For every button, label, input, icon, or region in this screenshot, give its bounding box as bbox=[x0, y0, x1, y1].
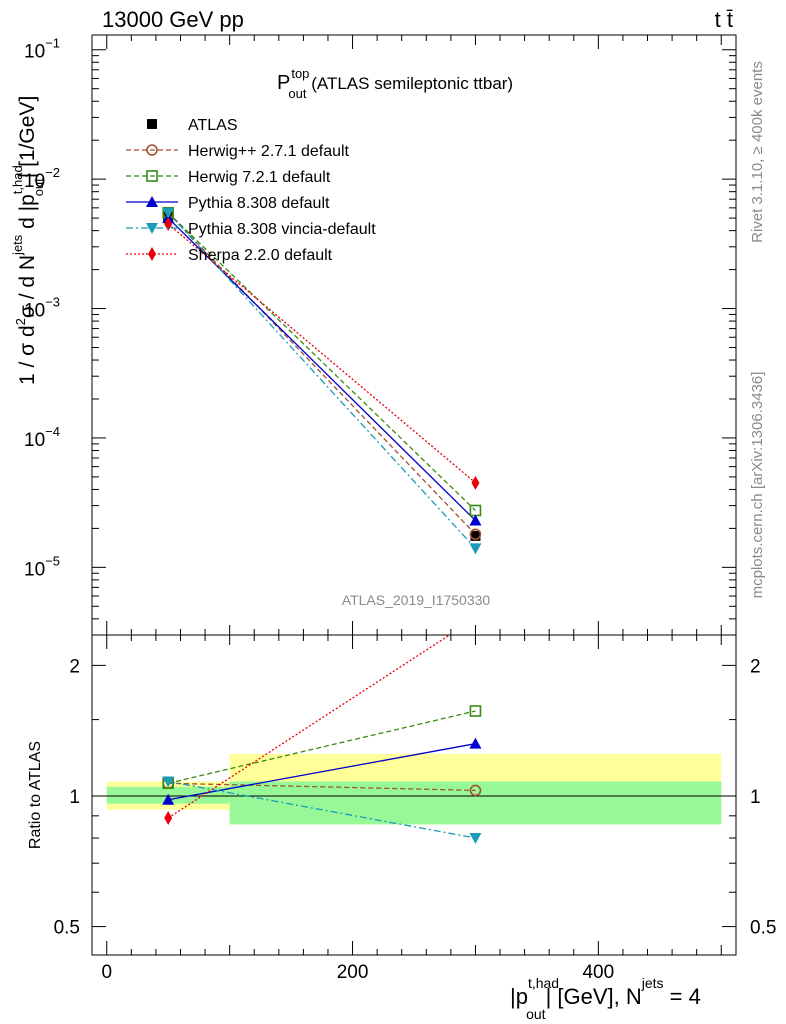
ratio-series bbox=[162, 611, 482, 845]
ratio-uncertainty-bands bbox=[106, 753, 722, 825]
ratio-y-tick-label-right: 0.5 bbox=[750, 918, 776, 939]
tick-exponent: −1 bbox=[45, 36, 60, 51]
x-tick-label: 0 bbox=[101, 962, 112, 983]
legend-entry: Pythia 8.308 vincia-default bbox=[126, 221, 376, 238]
tick-exponent: −5 bbox=[45, 553, 60, 568]
ratio-point bbox=[471, 611, 479, 625]
series-line bbox=[167, 212, 476, 535]
legend-label: Herwig++ 2.7.1 default bbox=[188, 143, 350, 160]
process-label: t t̄ bbox=[715, 7, 733, 32]
ratio-line bbox=[168, 710, 476, 784]
tick-exponent: −3 bbox=[45, 295, 60, 310]
ratio-point bbox=[469, 833, 482, 845]
collider-energy-label: 13000 GeV pp bbox=[102, 7, 244, 32]
title-p: P bbox=[277, 72, 290, 94]
legend-label: Herwig 7.2.1 default bbox=[188, 169, 331, 186]
tick-base: 10 bbox=[24, 301, 45, 322]
plot-title: Ptop out (ATLAS semileptonic ttbar) bbox=[277, 66, 513, 101]
title-rest: (ATLAS semileptonic ttbar) bbox=[307, 74, 514, 93]
ratio-point bbox=[162, 776, 175, 788]
ratio-point bbox=[164, 810, 173, 825]
legend-entry: Sherpa 2.2.0 default bbox=[126, 247, 333, 264]
legend-marker bbox=[147, 119, 157, 129]
ratio-panel: 0.5 0.5 1 1 2 2 0 200 400 Ratio to ATLAS |pt,had… bbox=[27, 611, 776, 1022]
data-point bbox=[471, 475, 480, 490]
main-y-tick-label: 10−2 bbox=[24, 165, 60, 192]
data-point bbox=[469, 514, 482, 526]
legend-marker bbox=[146, 170, 158, 182]
tick-exponent: −4 bbox=[45, 424, 60, 439]
series-markers-4 bbox=[162, 207, 482, 555]
mcplots-label: mcplots.cern.ch [arXiv:1306.3436] bbox=[749, 372, 766, 599]
series-4 bbox=[167, 212, 476, 549]
tick-base: 10 bbox=[24, 430, 45, 451]
legend: ATLAS Herwig++ 2.7.1 default Herwig 7.2.1 … bbox=[126, 117, 376, 264]
series-line bbox=[167, 212, 476, 511]
ratio-y-tick-label: 0.5 bbox=[54, 918, 80, 939]
legend-entry: Herwig 7.2.1 default bbox=[126, 169, 331, 186]
ratio-y-tick-label: 2 bbox=[69, 656, 80, 677]
main-y-tick-label: 10−5 bbox=[24, 553, 60, 580]
tick-base: 10 bbox=[24, 42, 45, 63]
tick-base: 10 bbox=[24, 171, 45, 192]
main-y-tick-label: 10−4 bbox=[24, 424, 60, 451]
ratio-y-tick-label-right: 1 bbox=[750, 787, 761, 808]
series-line bbox=[167, 212, 476, 549]
ratio-ticks: 0.5 0.5 1 1 2 2 0 200 400 bbox=[54, 635, 776, 983]
x-tick-label: 200 bbox=[337, 962, 369, 983]
series-line bbox=[167, 223, 476, 484]
main-ytick-labels: 10−510−410−310−210−1 bbox=[24, 36, 60, 581]
ratio-y-axis-title: Ratio to ATLAS bbox=[27, 741, 44, 849]
legend-marker bbox=[146, 223, 158, 234]
legend-marker bbox=[146, 144, 158, 156]
ratio-point bbox=[469, 705, 482, 717]
ratio-point bbox=[469, 784, 482, 797]
legend-label: Pythia 8.308 vincia-default bbox=[188, 221, 376, 238]
ratio-y-tick-label-right: 2 bbox=[750, 656, 761, 677]
legend-entry: Pythia 8.308 default bbox=[126, 195, 330, 212]
tick-base: 10 bbox=[24, 559, 45, 580]
main-panel: 10−510−410−310−210−1 Ptop out (ATLAS semi… bbox=[10, 34, 737, 636]
series-1 bbox=[167, 212, 476, 535]
uncertainty-band-inner bbox=[229, 781, 722, 825]
data-point bbox=[469, 528, 482, 541]
legend-entry: Herwig++ 2.7.1 default bbox=[126, 143, 350, 160]
legend-marker bbox=[148, 247, 156, 261]
ratio-point bbox=[469, 737, 482, 749]
analysis-label: ATLAS_2019_I1750330 bbox=[342, 592, 491, 608]
main-y-tick-label: 10−3 bbox=[24, 295, 60, 322]
x-axis-title: |pt,had out| [GeV], Njets = 4 bbox=[510, 975, 701, 1022]
main-y-tick-label: 10−1 bbox=[24, 36, 60, 63]
ratio-frame bbox=[91, 634, 737, 956]
title-sub: out bbox=[288, 86, 306, 101]
legend-entry: ATLAS bbox=[147, 117, 238, 134]
title-sup: top bbox=[291, 66, 309, 81]
series-2 bbox=[167, 212, 476, 511]
tick-exponent: −2 bbox=[45, 165, 60, 180]
x-tick-label: 400 bbox=[582, 962, 614, 983]
rivet-version-label: Rivet 3.1.10, ≥ 400k events bbox=[749, 61, 766, 243]
legend-label: Sherpa 2.2.0 default bbox=[188, 247, 333, 264]
series-5 bbox=[167, 223, 476, 484]
legend-label: Pythia 8.308 default bbox=[188, 195, 330, 212]
data-point bbox=[469, 543, 482, 555]
ratio-line bbox=[167, 635, 451, 819]
ratio-line bbox=[168, 780, 476, 839]
main-y-ticks bbox=[92, 35, 736, 636]
ratio-point bbox=[162, 793, 175, 805]
data-point bbox=[470, 530, 481, 541]
main-series bbox=[162, 206, 482, 555]
data-point bbox=[162, 207, 175, 219]
main-y-axis-title: 1 / σ d2σ / d Njets d |pt,had out| [1/GeV… bbox=[10, 96, 46, 385]
ratio-y-tick-label: 1 bbox=[69, 787, 80, 808]
legend-label: ATLAS bbox=[188, 117, 238, 134]
ratio-series-3 bbox=[162, 776, 482, 845]
legend-marker bbox=[146, 196, 158, 207]
ratio-series-4 bbox=[164, 611, 479, 825]
